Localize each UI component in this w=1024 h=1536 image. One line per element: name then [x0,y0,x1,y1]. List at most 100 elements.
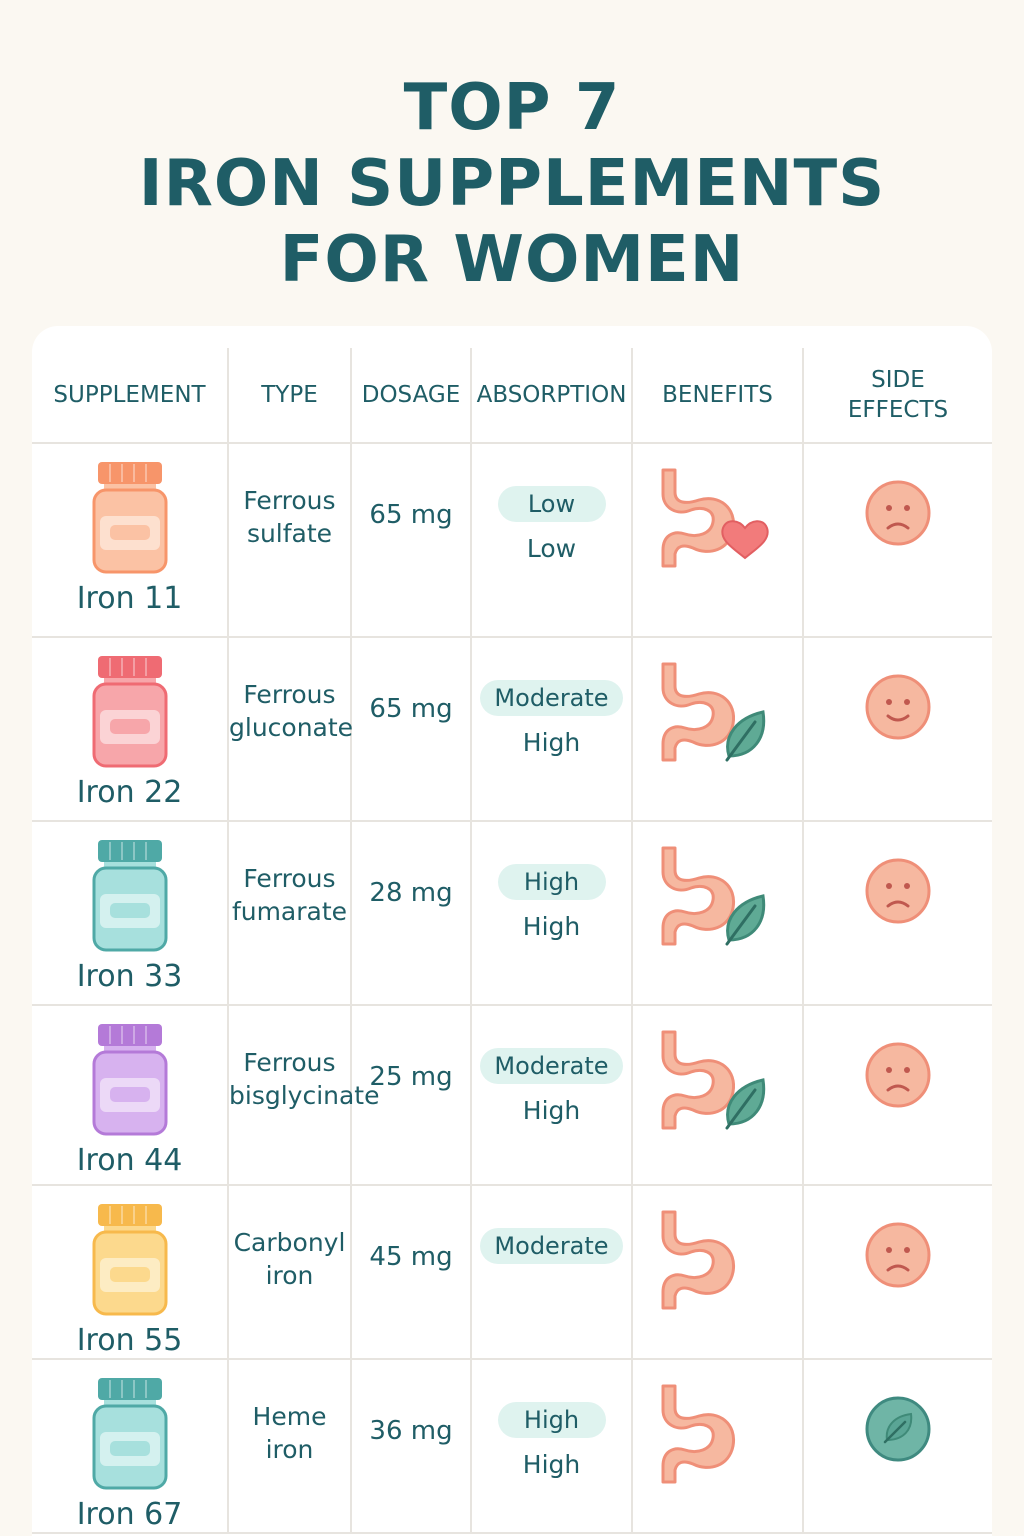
sad-face-icon [865,1042,931,1108]
absorption-badge: High [497,864,606,900]
type-line-2: iron [265,1435,314,1464]
type-cell: Ferrous sulfate [227,443,351,638]
stomach-leaf-icon [661,846,765,946]
smile-face-icon [865,674,931,740]
type-line-1: Ferrous [243,1048,336,1077]
side-effects-cell [802,637,992,822]
type-line-1: Ferrous [243,864,336,893]
pill-bottle-icon [92,1024,167,1136]
table-row: Iron 22 Ferrous gluconate 65 mg Moderate High [32,637,992,822]
pill-bottle-icon [92,462,167,574]
type-line-1: Ferrous [243,680,336,709]
absorption-cell: High High [470,821,632,1006]
type-cell: Carbonyl iron [227,1185,351,1360]
dosage-cell: 25 mg [350,1005,471,1186]
absorption-secondary: High [522,912,581,941]
absorption-badge: Low [497,486,606,522]
stomach-heart-icon [661,468,769,568]
type-cell: Ferrous fumarate [227,821,351,1006]
absorption-cell: Moderate High [470,1005,632,1186]
supplement-cell: Iron 11 [32,443,228,638]
type-line-1: Carbonyl [233,1228,346,1257]
benefits-cell [631,1185,803,1360]
dosage-cell: 65 mg [350,443,471,638]
title-line-2: IRON SUPPLEMENTS [138,147,886,221]
supplement-table: SUPPLEMENT TYPE DOSAGE ABSORPTION BENEFI… [32,348,992,1534]
sad-face-icon [865,480,931,546]
benefits-cell [631,637,803,822]
header-side-effects-line2: EFFECTS [847,397,949,423]
type-text: Ferrous bisglycinate [229,1046,380,1112]
dosage-value: 25 mg [369,1062,453,1092]
absorption-badge: High [497,1402,606,1438]
pill-bottle-icon [92,1378,167,1490]
supplement-name: Iron 22 [76,775,183,810]
benefits-cell [631,821,803,1006]
type-line-2: fumarate [231,897,348,926]
absorption-cell: Moderate [470,1185,632,1360]
header-absorption: ABSORPTION [470,348,632,444]
header-dosage: DOSAGE [350,348,471,444]
type-line-2: gluconate [229,713,354,742]
side-effects-cell [802,1005,992,1186]
title-line-1: TOP 7 [403,71,621,145]
sad-face-icon [865,858,931,924]
header-side-effects-line1: SIDE [871,367,925,393]
benefits-cell [631,1359,803,1534]
absorption-badge: Moderate [480,1048,623,1084]
type-line-1: Ferrous [243,486,336,515]
type-line-2: sulfate [246,519,333,548]
side-effects-cell [802,1185,992,1360]
absorption-secondary: High [522,728,581,757]
supplement-name: Iron 44 [76,1143,183,1178]
supplement-cell: Iron 44 [32,1005,228,1186]
table-row: Iron 33 Ferrous fumarate 28 mg High High [32,821,992,1006]
type-text: Ferrous sulfate [229,484,350,550]
header-side-effects: SIDE EFFECTS [802,348,992,444]
absorption-cell: Moderate High [470,637,632,822]
page-title: TOP 7 IRON SUPPLEMENTS FOR WOMEN [0,70,1024,298]
absorption-cell: High High [470,1359,632,1534]
side-effects-cell [802,821,992,1006]
leaf-circle-icon [865,1396,931,1462]
type-text: Carbonyl iron [229,1226,350,1292]
stomach-leaf-icon [661,1030,765,1130]
table-row: Iron 11 Ferrous sulfate 65 mg Low Low [32,443,992,638]
dosage-value: 65 mg [369,500,453,530]
absorption-secondary: Low [526,534,577,563]
type-text: Heme iron [229,1400,350,1466]
absorption-secondary: High [522,1450,581,1479]
supplement-cell: Iron 33 [32,821,228,1006]
absorption-badge: Moderate [480,1228,623,1264]
dosage-cell: 65 mg [350,637,471,822]
side-effects-cell [802,443,992,638]
type-line-2: iron [265,1261,314,1290]
type-text: Ferrous gluconate [229,678,354,744]
stomach-icon [661,1210,735,1310]
supplement-cell: Iron 55 [32,1185,228,1360]
supplement-cell: Iron 22 [32,637,228,822]
dosage-value: 65 mg [369,694,453,724]
dosage-cell: 36 mg [350,1359,471,1534]
title-line-3: FOR WOMEN [279,223,745,297]
type-cell: Ferrous bisglycinate [227,1005,380,1186]
dosage-cell: 28 mg [350,821,471,1006]
table-row: Iron 67 Heme iron 36 mg High High [32,1359,992,1534]
stomach-icon [661,1384,735,1484]
pill-bottle-icon [92,656,167,768]
absorption-secondary: High [522,1096,581,1125]
type-text: Ferrous fumarate [229,862,350,928]
benefits-cell [631,1005,803,1186]
header-supplement: SUPPLEMENT [32,348,228,444]
absorption-cell: Low Low [470,443,632,638]
sad-face-icon [865,1222,931,1288]
type-line-1: Heme [252,1402,327,1431]
absorption-badge: Moderate [480,680,623,716]
pill-bottle-icon [92,840,167,952]
dosage-value: 28 mg [369,878,453,908]
supplement-cell: Iron 67 [32,1359,228,1534]
stomach-leaf-icon [661,662,765,762]
supplement-name: Iron 55 [76,1323,183,1358]
table-header-row: SUPPLEMENT TYPE DOSAGE ABSORPTION BENEFI… [32,348,992,444]
supplement-name: Iron 11 [76,581,183,616]
